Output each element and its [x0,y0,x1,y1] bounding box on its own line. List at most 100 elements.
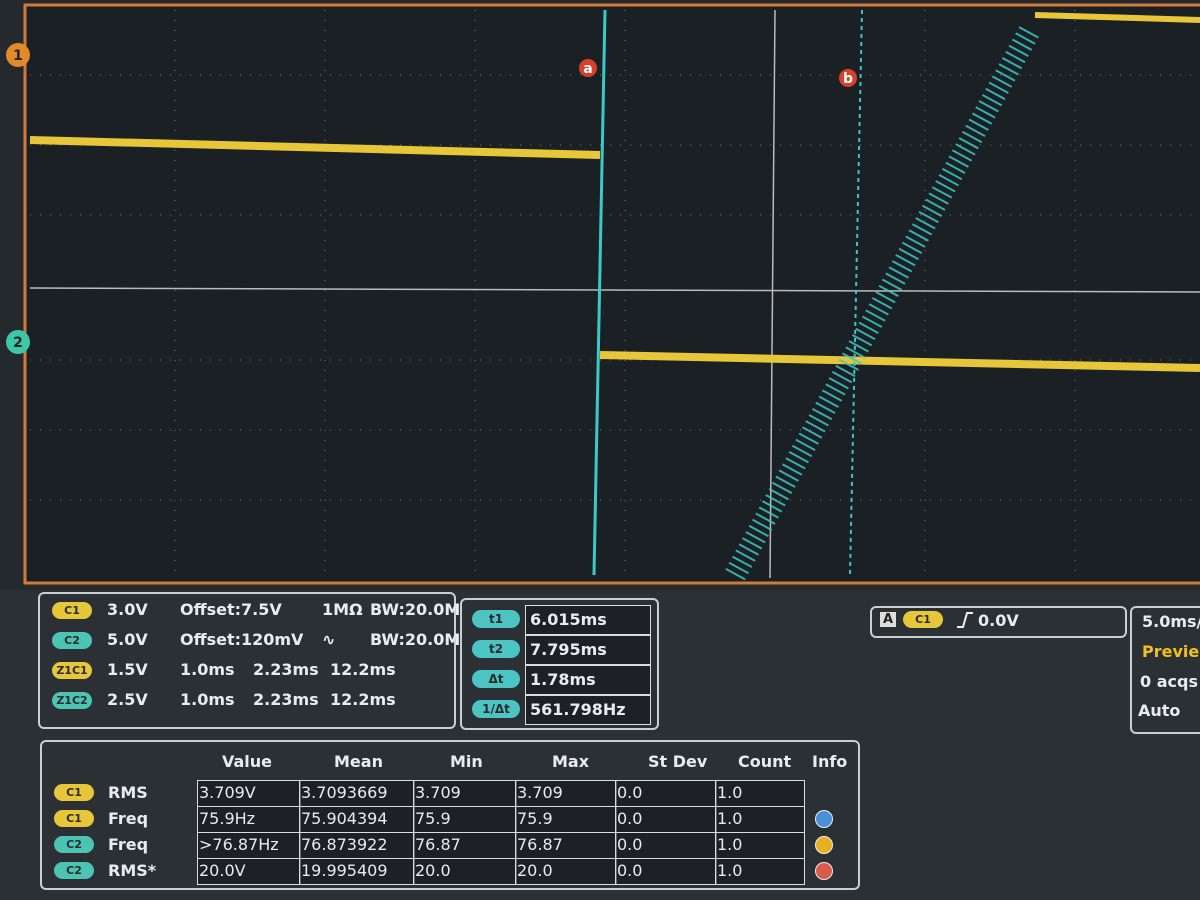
info-icon [815,836,833,854]
cursor-panel [460,598,659,730]
measurement-cell [197,832,301,859]
cursor-value-box [525,605,651,635]
measurement-cell [413,806,517,833]
channel-field: 1.0ms [180,660,235,679]
measurement-cell [197,858,301,885]
cursor-value-box [525,665,651,695]
measurement-value: >76.87Hz [199,835,279,854]
measurement-value: 3.7093669 [301,783,388,802]
measurement-panel [40,740,860,890]
acquisition-mode: Preview [1142,642,1200,661]
cursor-value: 6.015ms [530,610,607,629]
channel-field: BW:20.0M [370,600,461,619]
measurement-value: 19.995409 [301,861,388,880]
cursor-a-marker [579,59,597,77]
acquisition-count: 0 acqs [1140,672,1198,691]
measurement-value: 20.0 [517,861,553,880]
measurement-value: 1.0 [717,861,743,880]
ch2-marker [6,330,30,354]
cursor-b-marker [839,69,857,87]
measurement-value: 3.709 [415,783,461,802]
channel-field: 1MΩ [322,600,363,619]
trigger-slope-icon [957,612,973,628]
channel-scale: 2.5V [107,690,148,709]
trigger-level: 0.0V [978,611,1019,630]
measurement-value: 0.0 [617,809,643,828]
center-horizontal-axis [29,287,1200,293]
measurement-channel: C2 [54,836,94,853]
trigger-panel [870,606,1127,638]
channel-field: 2.23ms [253,660,319,679]
channel-scale: 1.5V [107,660,148,679]
ch1-trace-top [1034,12,1200,23]
cursor-value: 1.78ms [530,670,596,689]
ch1-marker [6,43,30,67]
timebase: 5.0ms/d [1142,612,1200,631]
ch1-label: 1 [13,48,23,64]
channel-field: Offset:120mV [180,630,304,649]
measurement-header: Value [222,752,273,771]
measurement-value: 3.709V [199,783,256,802]
measurement-cell [299,858,415,885]
measurement-name: Freq [108,835,149,854]
measurement-value: 75.9Hz [199,809,256,828]
measurement-value: 0.0 [617,783,643,802]
measurement-cell [299,780,415,807]
measurement-value: 20.0 [415,861,451,880]
measurement-cell [299,806,415,833]
trigger-channel: C1 [903,611,943,628]
measurement-channel: C1 [54,784,94,801]
info-icon [815,862,833,880]
cursor-b-line [849,9,863,576]
measurement-value: 3.709 [517,783,563,802]
measurement-header: Max [552,752,590,771]
info-icon [815,810,833,828]
measurement-cell [515,858,617,885]
status-panel [1130,606,1200,734]
measurement-header: Min [450,752,483,771]
channel-scale: 3.0V [107,600,148,619]
measurement-value: 1.0 [717,835,743,854]
measurement-header: Mean [334,752,383,771]
cursor-value: 561.798Hz [530,700,626,719]
channel-badge: Z1C1 [52,662,92,679]
ch1-trace-low [599,351,1200,372]
measurement-cell [615,858,717,885]
channel-field: 12.2ms [330,690,396,709]
measurement-cell [197,806,301,833]
measurement-name: Freq [108,809,149,828]
trigger-source: A [880,612,897,627]
channel-field: BW:20.0M [370,630,461,649]
channel-field: Offset:7.5V [180,600,282,619]
measurement-value: 0.0 [617,861,643,880]
cursor-badge: Δt [472,670,520,688]
measurement-value: 75.904394 [301,809,388,828]
channel-field: 12.2ms [330,660,396,679]
measurement-channel: C1 [54,810,94,827]
measurement-cell [715,858,805,885]
cursor-badge: t1 [472,610,520,628]
cursor-b-label: b [843,71,853,87]
measurement-value: 75.9 [415,809,451,828]
measurement-cell [413,858,517,885]
ch2-trace-ramp [725,24,1040,581]
measurement-value: 1.0 [717,783,743,802]
channel-panel [38,592,456,729]
measurement-cell [615,806,717,833]
channel-field: 1.0ms [180,690,235,709]
cursor-badge: t2 [472,640,520,658]
measurement-value: 75.9 [517,809,553,828]
cursor-badge: 1/Δt [472,700,520,718]
measurement-value: 0.0 [617,835,643,854]
cursor-value-box [525,695,651,725]
measurement-value: 76.87 [415,835,461,854]
cursor-a-label: a [583,61,592,77]
measurement-header: St Dev [648,752,708,771]
trigger-mode: Auto [1138,701,1181,720]
waveform-area: 1 2 a b [6,3,1200,585]
ch1-trace-high [29,136,601,159]
measurement-name: RMS [108,783,148,802]
measurement-value: 76.873922 [301,835,388,854]
measurement-value: 1.0 [717,809,743,828]
